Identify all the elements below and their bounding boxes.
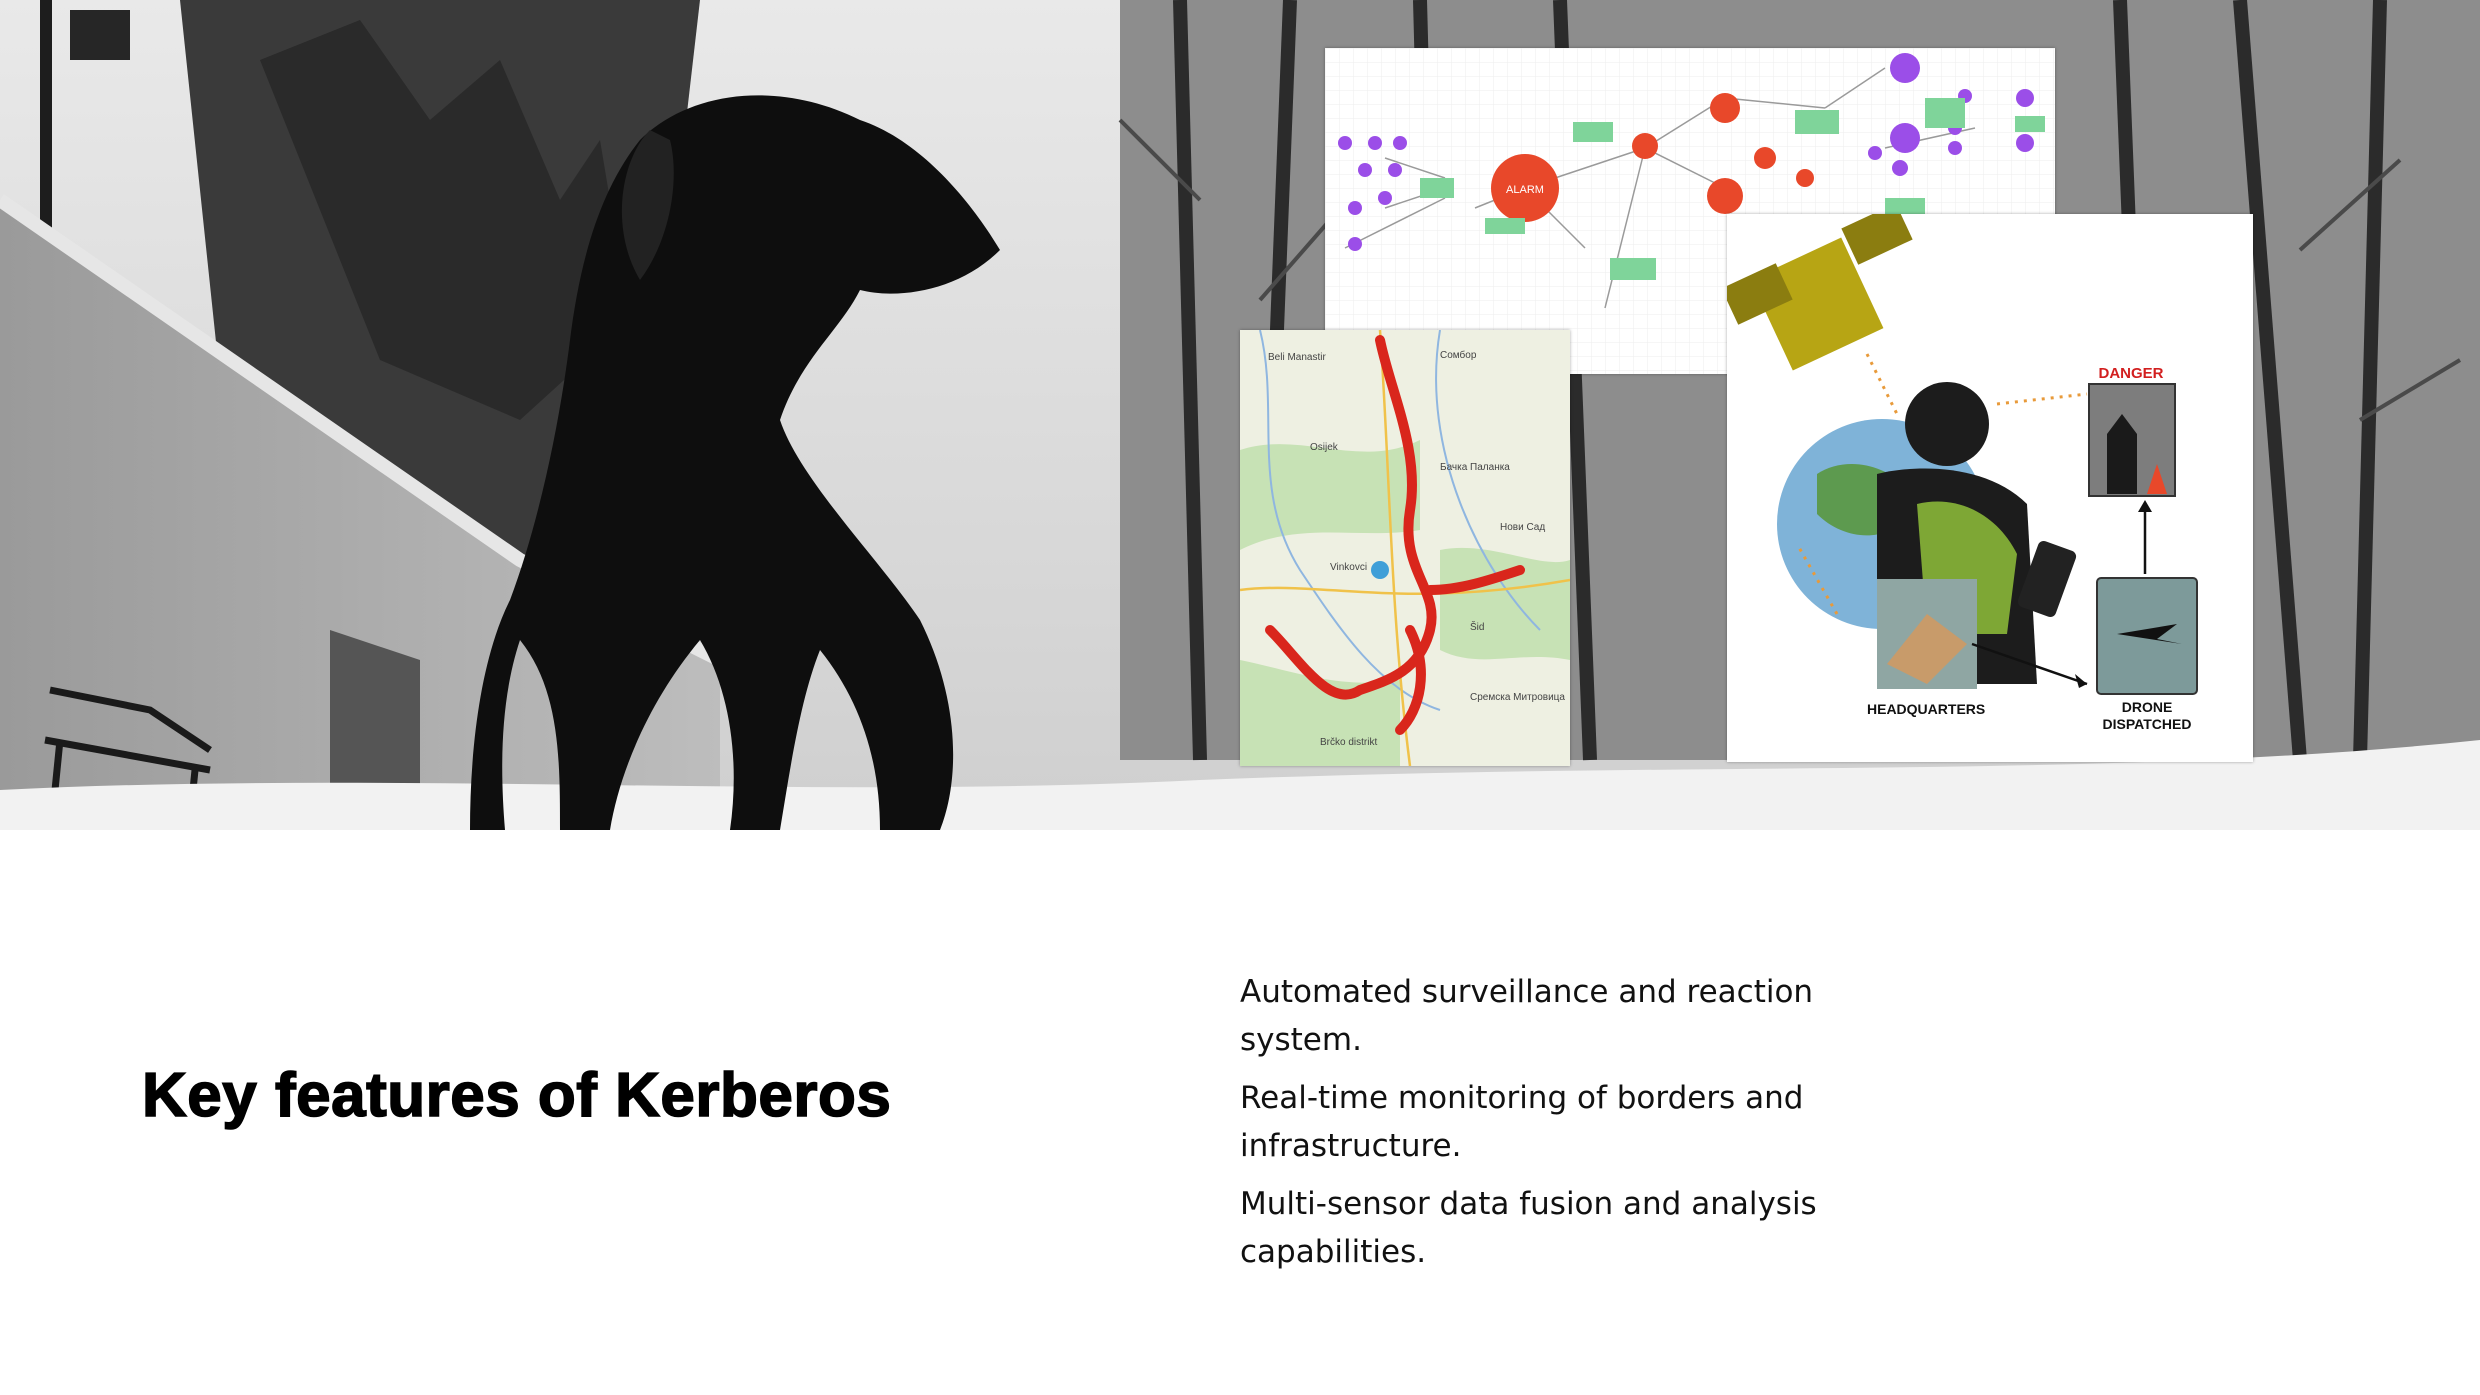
hero-photo: ALARM	[0, 0, 2480, 830]
feature-list: Automated surveillance and reaction syst…	[1240, 968, 1920, 1286]
map-place-label: Нови Сад	[1500, 522, 1545, 533]
map-place-label: Šid	[1470, 620, 1484, 633]
map-place-label: Сомбор	[1440, 349, 1477, 361]
map-place-label: Бачка Паланка	[1440, 462, 1510, 473]
alarm-node-label: ALARM	[1506, 184, 1544, 196]
feature-item: Automated surveillance and reaction syst…	[1240, 974, 1814, 1058]
drone-label-line2: DISPATCHED	[2103, 716, 2192, 732]
home-marker-icon	[1371, 561, 1389, 579]
map-place-label: Beli Manastir	[1268, 352, 1326, 363]
border-map: Beli Manastir Сомбор Osijek Vinkovci Бач…	[1240, 330, 1570, 766]
surveillance-infographic: DANGER HEADQUARTERS DRONE DISPATCHED	[1727, 214, 2253, 762]
graph-diagram-panel: ALARM	[1325, 48, 2055, 374]
headquarters-icon	[1887, 614, 1967, 684]
drone-label-line1: DRONE	[2122, 699, 2173, 715]
feature-item: Real-time monitoring of borders and infr…	[1240, 1080, 1804, 1164]
map-place-label: Brčko distrikt	[1320, 737, 1377, 748]
slide-title: Key features of Kerberos	[141, 1060, 892, 1131]
infographic-panel: DANGER HEADQUARTERS DRONE DISPATCHED	[1727, 214, 2253, 762]
dog-silhouette	[470, 95, 1000, 830]
alarm-node	[1491, 154, 1559, 222]
border-route	[1265, 335, 1437, 700]
drone-icon	[2117, 624, 2182, 644]
map-place-label: Vinkovci	[1330, 562, 1367, 573]
headquarters-label: HEADQUARTERS	[1867, 701, 1985, 717]
map-place-label: Сремска Митровица	[1470, 692, 1565, 703]
feature-item: Multi-sensor data fusion and analysis ca…	[1240, 1186, 1817, 1270]
phone-icon	[2017, 540, 2077, 618]
satellite-icon	[1727, 214, 1913, 371]
map-panel: Beli Manastir Сомбор Osijek Vinkovci Бач…	[1240, 330, 1570, 766]
danger-label: DANGER	[2098, 365, 2163, 382]
map-place-label: Osijek	[1310, 442, 1339, 453]
